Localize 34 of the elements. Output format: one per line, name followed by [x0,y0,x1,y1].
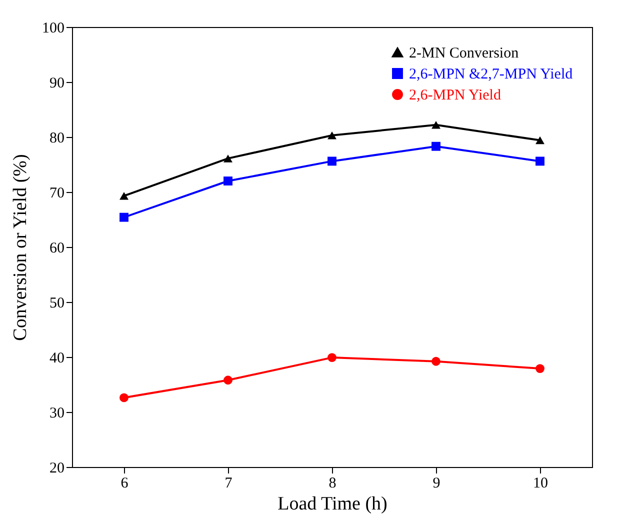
y-tick-label: 80 [50,130,64,146]
point [432,356,440,366]
y-tick-label: 40 [50,350,64,366]
point [432,142,440,151]
point [328,353,336,362]
x-axis-title: Load Time (h) [278,494,388,514]
x-tick-label: 6 [120,476,129,492]
x-tick-label: 9 [432,476,440,492]
point [120,212,128,222]
point [224,376,232,385]
point [536,364,544,374]
y-tick-label: 60 [50,240,64,256]
legend-label: 2,6-MPN &2,7-MPN Yield [409,66,574,82]
point [120,192,128,200]
point [432,121,440,129]
point [536,156,544,166]
y-tick-label: 100 [42,20,64,36]
point [224,154,232,162]
legend-label: 2,6-MPN Yield [409,88,502,104]
y-tick-label: 70 [50,186,64,202]
y-tick-label: 90 [50,76,64,92]
x-tick-label: 8 [328,476,336,492]
point [328,131,336,140]
y-axis-title: Conversion or Yield (%) [10,154,31,341]
legend-label: 2-MN Conversion [409,46,520,62]
y-tick-label: 50 [50,296,64,312]
x-tick-label: 10 [533,476,548,492]
x-tick-label: 7 [224,476,233,492]
point [224,176,232,186]
y-tick-label: 20 [50,460,64,476]
y-tick-label: 30 [50,406,64,422]
point [536,136,544,144]
point [120,393,128,402]
point [328,156,336,166]
